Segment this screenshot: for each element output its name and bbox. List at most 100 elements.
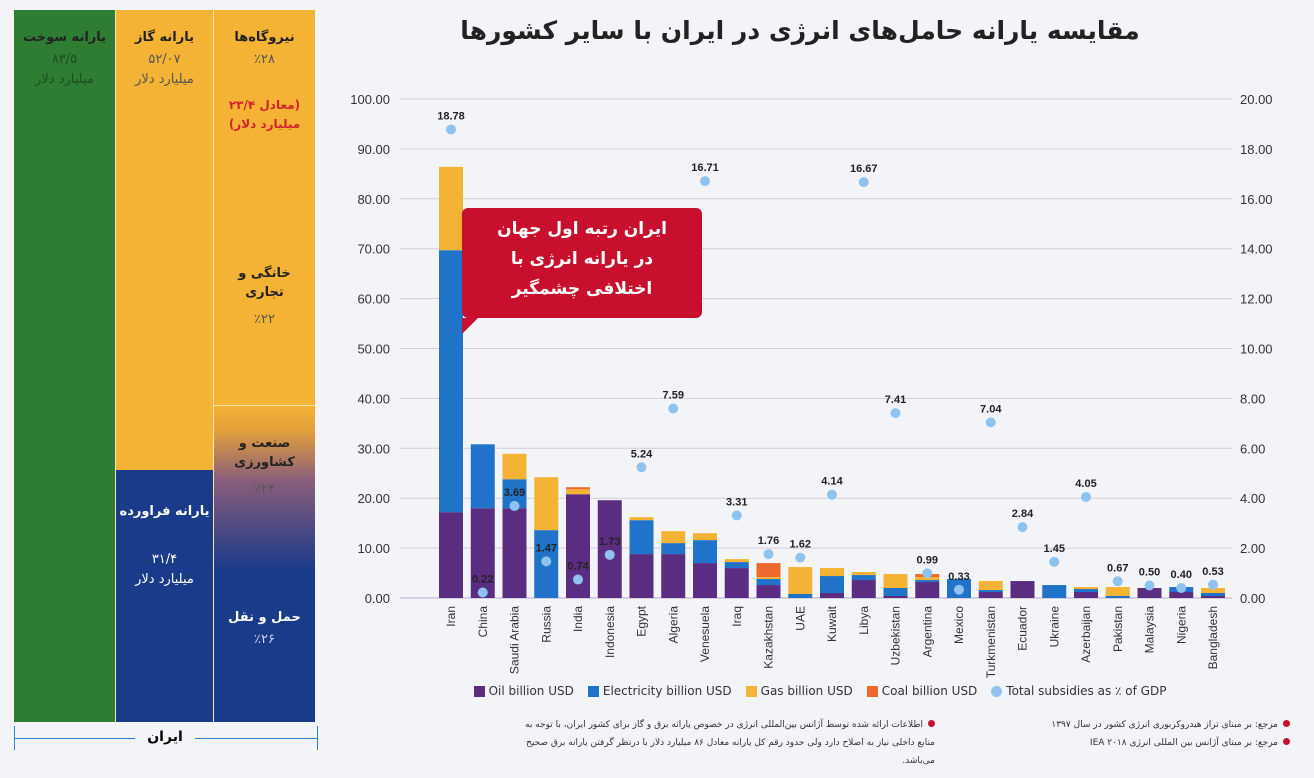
- bar-segment-electricity: [756, 579, 781, 586]
- bar-segment-oil: [756, 585, 781, 598]
- y-tick-label: 70.00: [357, 242, 390, 257]
- gdp-label: 3.31: [726, 496, 747, 508]
- y-tick-label: 80.00: [357, 192, 390, 207]
- bar-segment-electricity: [1074, 589, 1098, 593]
- gdp-point: [1144, 580, 1155, 591]
- legend-swatch: [991, 685, 1003, 697]
- gdp-point: [1049, 556, 1060, 567]
- x-tick-label: Kuwait: [825, 605, 839, 642]
- gdp-label: 3.69: [504, 487, 525, 499]
- bar-segment-gas: [629, 517, 654, 521]
- gdp-point: [1208, 579, 1218, 590]
- y2-tick-label: 18.00: [1240, 142, 1273, 157]
- bar-segment-gas: [566, 489, 590, 495]
- bar-segment-oil: [629, 554, 654, 598]
- bar-segment-electricity: [629, 520, 654, 555]
- products-subsidy-title: یارانه فراورده: [119, 504, 210, 519]
- bar-segment-gas: [439, 166, 463, 251]
- industry-pct: ٪۲۴: [254, 482, 275, 497]
- bar-segment-oil: [724, 568, 749, 598]
- x-tick-label: Azerbaijan: [1079, 606, 1093, 663]
- bar-segment-gas: [851, 572, 876, 576]
- bar-segment-electricity: [883, 588, 908, 597]
- bar-segment-electricity: [693, 540, 717, 564]
- y-tick-label: 50.00: [357, 342, 390, 357]
- gdp-label: 7.04: [980, 403, 1002, 415]
- legend-swatch: [587, 685, 599, 697]
- gdp-point: [509, 500, 520, 511]
- power-plants-title: نیروگاه‌ها: [234, 30, 295, 45]
- legend-gas: Gas billion USD: [745, 684, 853, 698]
- x-tick-label: Venesuela: [698, 606, 712, 662]
- bar-segment-gas: [1105, 587, 1130, 597]
- x-tick-label: Uzbekistan: [889, 606, 903, 665]
- bar-segment-electricity: [1042, 585, 1067, 598]
- gdp-label: 1.73: [599, 536, 620, 548]
- legend-label: Coal billion USD: [881, 684, 978, 698]
- bar-segment-oil: [1137, 588, 1162, 598]
- gdp-point: [446, 124, 456, 135]
- bar-segment-electricity: [915, 580, 940, 583]
- iran-bracket-label: ایران: [135, 729, 195, 745]
- bar-segment-gas: [693, 533, 717, 541]
- legend-label: Electricity billion USD: [602, 684, 732, 698]
- products-subsidy-block: یارانه فراورده ۳۱/۴ میلیارد دلار: [116, 470, 213, 722]
- products-subsidy-unit: میلیارد دلار: [135, 572, 194, 587]
- bar-segment-gas: [978, 581, 1003, 591]
- y-tick-label: 0.00: [365, 591, 390, 606]
- legend-oil: Oil billion USD: [473, 684, 574, 698]
- gas-subsidy-value: ۵۲/۰۷: [148, 52, 181, 67]
- gdp-label: 7.41: [885, 394, 906, 406]
- gdp-label: 4.14: [821, 476, 843, 488]
- gdp-point: [700, 176, 710, 187]
- bar-segment-oil: [1074, 592, 1098, 598]
- bar-segment-gas: [883, 574, 908, 589]
- gas-subsidy-unit: میلیارد دلار: [135, 72, 194, 87]
- x-tick-label: Nigeria: [1174, 606, 1188, 644]
- y2-tick-label: 0.00: [1240, 591, 1265, 606]
- bar-segment-electricity: [1105, 596, 1130, 598]
- bar-segment-electricity: [439, 250, 463, 513]
- legend-label: Oil billion USD: [488, 684, 574, 698]
- callout-line-2: در یارانه انرژی با: [510, 249, 654, 269]
- gdp-point: [1081, 491, 1091, 502]
- y-tick-label: 10.00: [357, 541, 390, 556]
- bar-segment-oil: [661, 554, 686, 598]
- fuel-subsidy-column: یارانه سوخت ۸۳/۵ میلیارد دلار: [14, 10, 115, 722]
- transport-title: حمل و نقل: [228, 610, 301, 625]
- bar-segment-electricity: [820, 576, 844, 594]
- gdp-point: [795, 552, 806, 563]
- bar-segment-oil: [470, 508, 495, 598]
- gdp-point: [1017, 522, 1028, 533]
- y2-tick-label: 4.00: [1240, 491, 1265, 506]
- bar-segment-gas: [724, 559, 749, 563]
- x-tick-label: UAE: [793, 606, 807, 631]
- y-tick-label: 30.00: [357, 441, 390, 456]
- bar-segment-oil: [915, 582, 940, 598]
- gdp-label: 0.33: [948, 571, 969, 583]
- bar-segment-electricity: [851, 575, 876, 581]
- y-tick-label: 40.00: [357, 391, 390, 406]
- x-tick-label: Malaysia: [1143, 606, 1157, 654]
- gdp-label: 0.40: [1171, 569, 1192, 581]
- bar-segment-coal: [756, 563, 781, 578]
- bar-segment-oil: [597, 500, 622, 598]
- gdp-point: [668, 403, 679, 414]
- gdp-point: [1176, 583, 1187, 594]
- gdp-point: [731, 510, 742, 521]
- bar-segment-electricity: [661, 543, 686, 555]
- gdp-point: [1112, 576, 1123, 587]
- y-tick-label: 60.00: [357, 292, 390, 307]
- gdp-label: 18.78: [437, 110, 465, 122]
- iran-bracket: ایران: [14, 726, 318, 750]
- gdp-point: [954, 584, 964, 595]
- y2-tick-label: 10.00: [1240, 342, 1273, 357]
- fuel-subsidy-value: ۸۳/۵: [51, 52, 78, 67]
- gdp-label: 0.22: [472, 574, 493, 586]
- fuel-subsidy-unit: میلیارد دلار: [35, 72, 94, 87]
- gdp-point: [985, 417, 996, 428]
- bar-segment-electricity: [470, 444, 495, 509]
- x-tick-label: Indonesia: [603, 606, 617, 658]
- x-tick-label: India: [571, 606, 585, 632]
- bar-segment-oil: [1201, 596, 1225, 598]
